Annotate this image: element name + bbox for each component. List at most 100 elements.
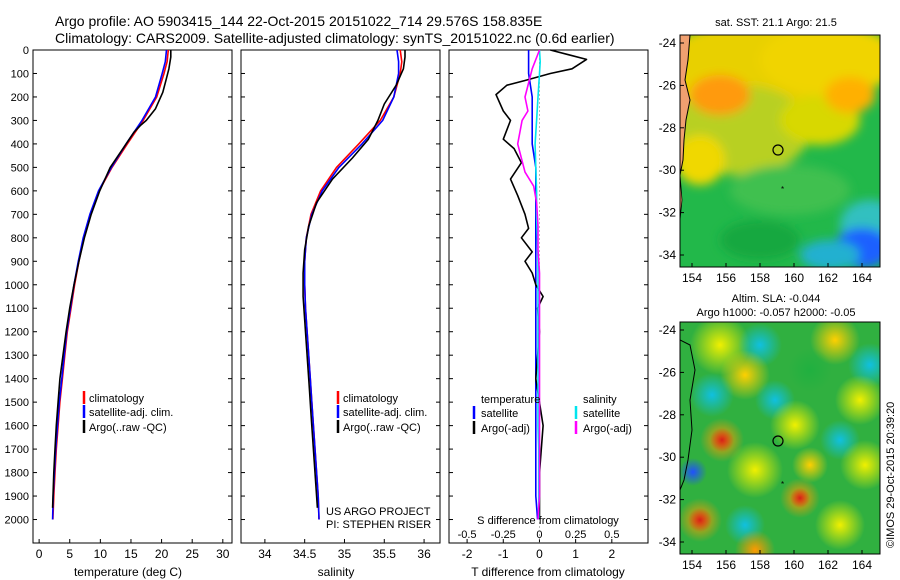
s-tick-label: -0.5 [458, 529, 477, 541]
argo-position-marker [772, 435, 784, 447]
lon-tick-label: 158 [750, 558, 770, 572]
y-tick-label: 600 [11, 186, 29, 198]
legend-salinity-header: salinity [583, 394, 617, 406]
lon-tick-label: 160 [784, 558, 804, 572]
legend-label-argo: Argo(..raw -QC) [89, 422, 167, 434]
difference-axes: -2 -1 0 1 2-0.5 -0.25 0 0.25 0.5 [449, 49, 648, 561]
difference-panel: -2 -1 0 1 2-0.5 -0.25 0 0.25 0.5 temperature sal… [448, 49, 649, 579]
legend-label-satellite: satellite-adj. clim. [89, 407, 173, 419]
x-tick-label: -2 [462, 547, 473, 561]
temperature-plot-frame [32, 49, 233, 544]
sst-field [680, 35, 880, 267]
legend-label-t-argo: Argo(-adj) [481, 423, 530, 435]
difference-plot-frame [448, 49, 649, 544]
lat-tick-label: -34 [659, 535, 677, 549]
x-tick-label: 0 [36, 547, 43, 561]
series-line-argo-raw-qc- [302, 50, 406, 508]
y-tick-label: 900 [11, 256, 29, 268]
series-line-satellite-adj-clim- [303, 49, 400, 520]
salinity-plot-frame [240, 49, 441, 544]
legend-label-argo: Argo(..raw -QC) [343, 422, 421, 434]
temperature-series [51, 49, 172, 520]
lat-tick-label: -24 [659, 36, 677, 50]
y-tick-label: 1700 [5, 444, 29, 456]
lat-tick-label: -26 [659, 365, 677, 379]
x-tick-label: 1 [572, 547, 579, 561]
sla-field [680, 322, 880, 554]
salinity-series [302, 49, 406, 520]
y-tick-label: 1000 [5, 280, 29, 292]
sst-map-axes: -24 -26 -28 -30 -32 -34 154 156 158 160 162 164 [659, 36, 873, 285]
difference-legend: temperature salinity satellite satellite… [472, 394, 632, 435]
argo-position-marker [772, 144, 784, 156]
lon-tick-label: 156 [716, 271, 736, 285]
pi-annotation: PI: STEPHEN RISER [326, 519, 431, 531]
salinity-panel: 34 34.5 35 35.5 36 climatology satellite-adj… [240, 49, 441, 579]
x-tick-label: 5 [66, 547, 73, 561]
y-tick-label: 1500 [5, 397, 29, 409]
lat-tick-label: -30 [659, 163, 677, 177]
temperature-panel: 0100200300400500600700800900100011001200… [5, 45, 233, 579]
x-tick-label: 20 [155, 547, 169, 561]
legend-label-climatology: climatology [89, 393, 145, 405]
legend-label-s-argo: Argo(-adj) [583, 423, 632, 435]
legend-label-climatology: climatology [343, 393, 399, 405]
y-tick-label: 400 [11, 139, 29, 151]
x-tick-label: 34 [258, 547, 272, 561]
t-difference-xlabel: T difference from climatology [471, 565, 625, 579]
lat-tick-label: -26 [659, 78, 677, 92]
series-line-argo-raw-qc- [51, 50, 172, 508]
temperature-xlabel: temperature (deg C) [74, 565, 182, 579]
y-tick-label: 1400 [5, 374, 29, 386]
y-tick-label: 200 [11, 92, 29, 104]
lat-tick-label: -30 [659, 450, 677, 464]
series-line-t-satellite [527, 50, 539, 520]
lon-tick-label: 160 [784, 271, 804, 285]
y-tick-label: 0 [23, 45, 29, 57]
legend-label-s-satellite: satellite [583, 408, 620, 420]
sla-map: Altim. SLA: -0.044 Argo h1000: -0.057 h2… [659, 293, 881, 572]
legend-label-satellite: satellite-adj. clim. [343, 407, 427, 419]
s-difference-label: S difference from climatology [477, 515, 619, 527]
lon-tick-label: 158 [750, 271, 770, 285]
y-tick-label: 700 [11, 209, 29, 221]
lon-tick-label: 154 [682, 558, 702, 572]
y-tick-label: 1600 [5, 421, 29, 433]
y-tick-label: 1100 [5, 303, 29, 315]
salinity-xlabel: salinity [318, 565, 355, 579]
sla-map-axes: -24 -26 -28 -30 -32 -34 154 156 158 160 162 164 [659, 323, 873, 572]
x-tick-label: -1 [498, 547, 509, 561]
lon-tick-label: 162 [818, 558, 838, 572]
salinity-axes: 34 34.5 35 35.5 36 [241, 49, 440, 561]
temperature-legend: climatology satellite-adj. clim. Argo(..… [82, 391, 173, 434]
y-tick-label: 1800 [5, 468, 29, 480]
x-tick-label: 35.5 [373, 547, 397, 561]
lon-tick-label: 156 [716, 558, 736, 572]
s-tick-label: -0.25 [491, 529, 516, 541]
lon-tick-label: 164 [852, 271, 872, 285]
x-tick-label: 35 [338, 547, 352, 561]
x-tick-label: 2 [608, 547, 615, 561]
y-tick-label: 800 [11, 233, 29, 245]
sst-map-title: sat. SST: 21.1 Argo: 21.5 [715, 17, 837, 29]
lat-tick-label: -32 [659, 493, 677, 507]
y-tick-label: 2000 [5, 515, 29, 527]
y-tick-label: 100 [11, 68, 29, 80]
y-tick-label: 300 [11, 115, 29, 127]
x-tick-label: 30 [216, 547, 230, 561]
project-annotation: US ARGO PROJECT [326, 506, 431, 518]
sla-map-title-line2: Argo h1000: -0.057 h2000: -0.05 [696, 307, 855, 319]
header-line2: Climatology: CARS2009. Satellite-adjuste… [55, 30, 615, 46]
x-tick-label: 10 [94, 547, 108, 561]
sla-map-frame [679, 321, 881, 555]
lat-tick-label: -32 [659, 206, 677, 220]
sst-map: sat. SST: 21.1 Argo: 21.5 * [659, 17, 881, 285]
lon-tick-label: 162 [818, 271, 838, 285]
s-tick-label: 0.25 [565, 529, 586, 541]
x-tick-label: 15 [124, 547, 138, 561]
sst-map-frame [679, 34, 881, 268]
y-tick-label: 1900 [5, 491, 29, 503]
lon-tick-label: 164 [852, 558, 872, 572]
